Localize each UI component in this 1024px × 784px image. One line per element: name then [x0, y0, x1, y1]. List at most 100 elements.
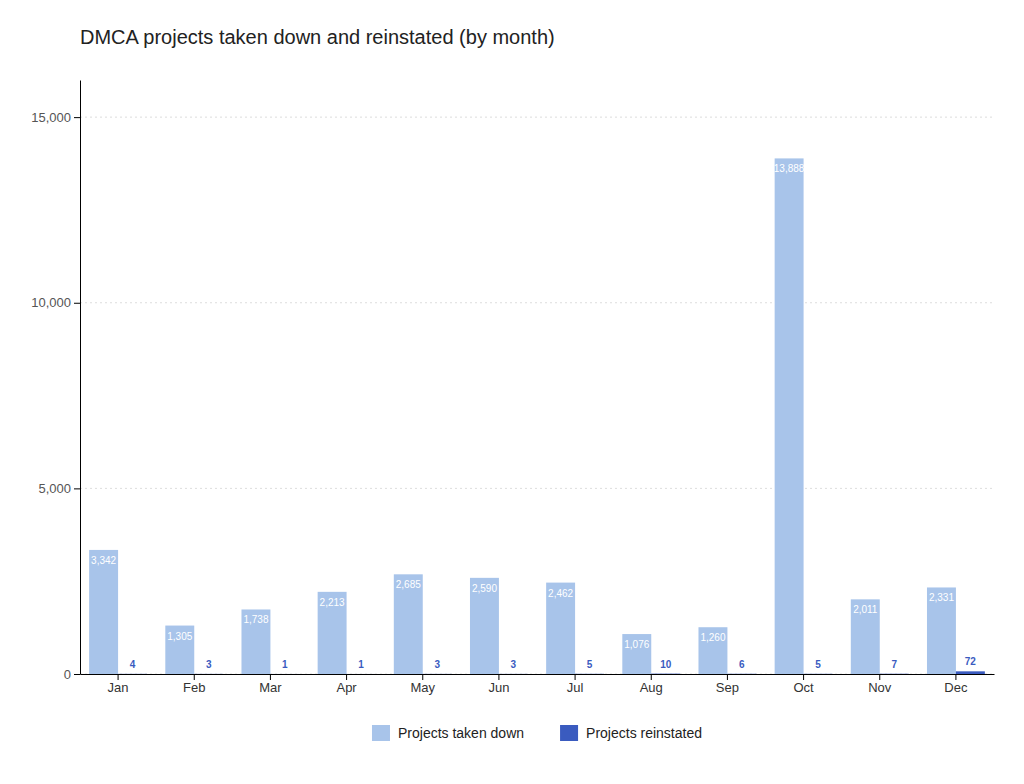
data-label: 3,342 — [91, 555, 116, 566]
bar — [394, 574, 423, 674]
grid-line — [80, 117, 994, 118]
y-tick-mark — [74, 303, 80, 304]
data-label: 1 — [282, 659, 288, 670]
x-tick-mark — [118, 674, 119, 680]
data-label: 3 — [206, 659, 212, 670]
bar — [241, 609, 270, 674]
x-tick: Oct — [793, 674, 814, 695]
data-label: 3 — [434, 659, 440, 670]
y-axis: 0 5,000 10,000 15,000 — [31, 81, 80, 682]
data-label: 2,331 — [929, 592, 954, 603]
data-labels: 3,3421,3051,7382,2132,6852,5902,4621,076… — [91, 163, 976, 670]
x-tick: Sep — [716, 674, 739, 695]
x-tick-mark — [955, 674, 956, 680]
chart-container: DMCA projects taken down and reinstated … — [0, 0, 1024, 784]
bar — [118, 673, 147, 674]
bar — [165, 626, 194, 674]
data-label: 1,305 — [167, 631, 192, 642]
bar — [318, 592, 347, 674]
bar — [423, 673, 452, 674]
bar — [851, 599, 880, 674]
x-tick: Feb — [183, 674, 205, 695]
bar-series — [118, 671, 985, 674]
bar — [698, 627, 727, 674]
data-label: 7 — [891, 659, 897, 670]
y-tick: 0 — [64, 667, 80, 682]
data-label: 1,260 — [700, 632, 725, 643]
y-tick-label: 0 — [64, 667, 71, 682]
y-tick-label: 5,000 — [38, 481, 71, 496]
bar — [880, 673, 909, 674]
y-tick-mark — [74, 488, 80, 489]
x-tick-mark — [651, 674, 652, 680]
x-tick: Nov — [868, 674, 892, 695]
y-tick-label: 10,000 — [31, 295, 71, 310]
x-tick-mark — [575, 674, 576, 680]
x-tick-label: Nov — [868, 680, 892, 695]
bar-series — [89, 158, 956, 674]
x-tick: Mar — [259, 674, 282, 695]
x-tick: Dec — [944, 674, 968, 695]
x-tick-mark — [194, 674, 195, 680]
data-label: 5 — [815, 659, 821, 670]
x-tick-label: Jun — [488, 680, 509, 695]
y-tick-label: 15,000 — [31, 110, 71, 125]
x-tick-mark — [346, 674, 347, 680]
bar — [194, 673, 223, 674]
x-tick-mark — [270, 674, 271, 680]
chart-title: DMCA projects taken down and reinstated … — [80, 26, 555, 48]
data-label: 2,011 — [853, 604, 878, 615]
data-label: 72 — [965, 656, 977, 667]
x-tick-mark — [498, 674, 499, 680]
data-label: 1 — [358, 659, 364, 670]
legend-swatch — [560, 725, 578, 741]
x-tick-mark — [879, 674, 880, 680]
bar — [575, 673, 604, 674]
x-tick: Jan — [108, 674, 129, 695]
data-label: 13,888 — [774, 163, 805, 174]
x-tick-label: Feb — [183, 680, 205, 695]
data-label: 1,738 — [243, 614, 268, 625]
y-tick: 5,000 — [38, 481, 80, 496]
x-tick-label: Dec — [944, 680, 968, 695]
x-tick: May — [410, 674, 435, 695]
x-tick-mark — [803, 674, 804, 680]
y-axis-line — [80, 81, 81, 675]
grid-line — [80, 488, 994, 489]
y-tick-mark — [74, 117, 80, 118]
bar — [651, 673, 680, 674]
plot-area: 3,3421,3051,7382,2132,6852,5902,4621,076… — [31, 81, 994, 696]
bar — [347, 673, 376, 674]
grid-line — [80, 302, 994, 303]
x-axis-line — [81, 674, 995, 675]
y-tick: 10,000 — [31, 295, 80, 310]
bar — [499, 673, 528, 674]
y-tick: 15,000 — [31, 110, 80, 125]
data-label: 4 — [130, 659, 136, 670]
data-label: 10 — [660, 659, 672, 670]
x-tick: Aug — [640, 674, 663, 695]
legend-label: Projects reinstated — [586, 725, 702, 741]
x-tick-label: Sep — [716, 680, 739, 695]
bar — [775, 158, 804, 674]
bars — [89, 158, 985, 674]
data-label: 2,590 — [472, 583, 497, 594]
bar — [89, 550, 118, 674]
bar — [622, 634, 651, 674]
legend-label: Projects taken down — [398, 725, 524, 741]
y-tick-mark — [74, 674, 80, 675]
data-label: 2,213 — [320, 597, 345, 608]
x-tick-label: May — [410, 680, 435, 695]
data-label: 2,462 — [548, 588, 573, 599]
x-tick: Jul — [567, 674, 584, 695]
x-tick-label: Jul — [567, 680, 584, 695]
bar — [470, 578, 499, 674]
bar — [727, 673, 756, 674]
bar — [804, 673, 833, 674]
legend-item: Projects taken down — [372, 725, 524, 741]
bar — [270, 673, 299, 674]
x-tick-mark — [422, 674, 423, 680]
data-label: 3 — [511, 659, 517, 670]
data-label: 1,076 — [624, 639, 649, 650]
x-tick: Jun — [488, 674, 509, 695]
